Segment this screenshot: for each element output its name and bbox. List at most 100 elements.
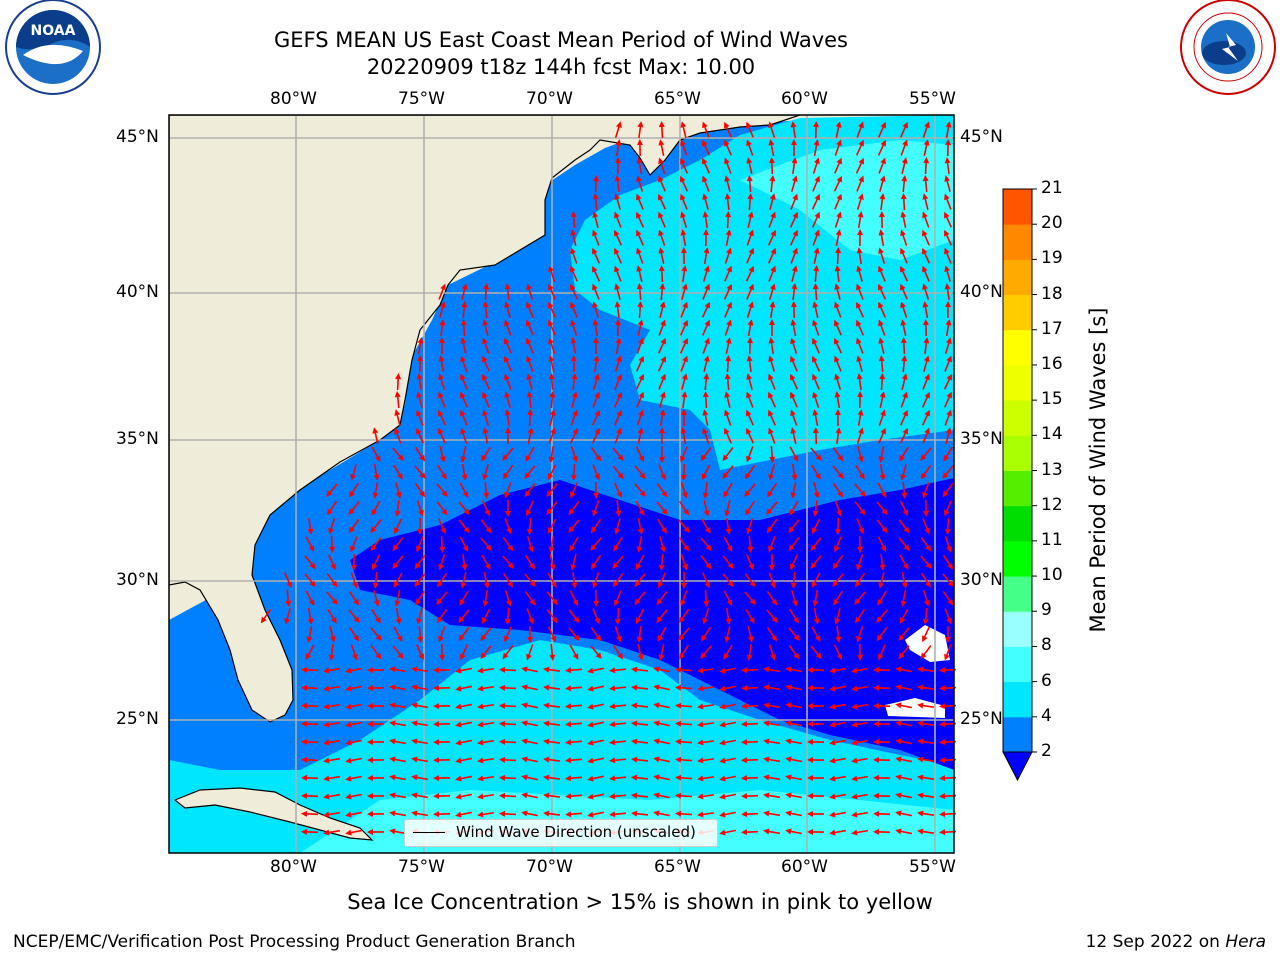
wave-direction-arrow xyxy=(703,589,710,607)
wave-direction-arrow xyxy=(922,518,930,535)
wave-direction-arrow xyxy=(301,666,319,673)
wave-direction-arrow xyxy=(725,607,732,625)
wave-direction-arrow xyxy=(812,427,819,445)
colorbar-segment xyxy=(1003,294,1032,331)
wave-direction-arrow xyxy=(455,811,473,818)
wave-direction-arrow xyxy=(768,553,775,571)
wave-direction-arrow xyxy=(524,573,536,587)
wave-direction-arrow xyxy=(900,139,908,156)
wave-direction-arrow xyxy=(791,157,798,175)
wave-direction-arrow xyxy=(587,667,604,674)
wave-direction-arrow xyxy=(570,229,577,246)
wave-direction-arrow xyxy=(389,828,407,835)
wave-direction-arrow xyxy=(702,283,710,300)
wave-direction-arrow xyxy=(856,193,864,210)
wave-direction-arrow xyxy=(590,447,602,462)
wave-direction-arrow xyxy=(416,373,423,391)
wave-direction-arrow xyxy=(504,355,513,372)
wave-direction-arrow xyxy=(367,685,385,692)
wave-direction-arrow xyxy=(565,811,583,818)
wave-direction-arrow xyxy=(614,355,622,372)
wave-direction-arrow xyxy=(835,427,842,445)
map-frame xyxy=(168,114,955,854)
wave-direction-arrow xyxy=(301,702,319,709)
wave-direction-arrow xyxy=(438,427,446,444)
wave-direction-arrow xyxy=(417,355,424,373)
wave-direction-arrow xyxy=(835,121,842,138)
wave-direction-arrow xyxy=(723,536,733,552)
wave-direction-arrow xyxy=(747,319,754,337)
wave-direction-arrow xyxy=(812,499,819,517)
wave-direction-arrow xyxy=(568,627,580,641)
wave-direction-arrow xyxy=(719,775,736,782)
wave-direction-arrow xyxy=(791,265,798,282)
wave-direction-arrow xyxy=(480,537,492,551)
wave-direction-arrow xyxy=(609,757,627,764)
wave-direction-arrow xyxy=(807,774,825,781)
wave-direction-arrow xyxy=(549,643,556,661)
wave-direction-arrow xyxy=(829,793,847,800)
wave-direction-arrow xyxy=(855,139,864,156)
wave-direction-arrow xyxy=(857,535,864,553)
wave-direction-arrow xyxy=(527,409,534,427)
wave-direction-arrow xyxy=(878,572,885,589)
wave-direction-arrow xyxy=(790,247,798,264)
wave-direction-arrow xyxy=(898,537,910,551)
wave-direction-arrow xyxy=(769,301,776,319)
wave-direction-arrow xyxy=(945,319,952,337)
wave-direction-arrow xyxy=(565,793,583,800)
wave-direction-arrow xyxy=(326,573,338,588)
wave-direction-arrow xyxy=(724,157,732,174)
wave-direction-arrow xyxy=(483,283,490,301)
wave-direction-arrow xyxy=(499,720,517,727)
legend-line-icon xyxy=(413,832,445,833)
wave-direction-arrow xyxy=(746,427,755,444)
wave-direction-arrow xyxy=(636,355,644,372)
wave-direction-arrow xyxy=(345,739,363,746)
wave-direction-arrow xyxy=(879,463,886,481)
wave-direction-arrow xyxy=(502,555,514,569)
wave-direction-arrow xyxy=(372,427,379,444)
wave-direction-arrow xyxy=(768,391,777,408)
wave-direction-arrow xyxy=(524,483,536,498)
wave-direction-arrow xyxy=(741,667,759,674)
wave-direction-arrow xyxy=(767,229,776,246)
wave-direction-arrow xyxy=(565,757,583,764)
wave-direction-arrow xyxy=(675,720,693,727)
wave-direction-arrow xyxy=(480,645,492,660)
wave-direction-arrow xyxy=(653,684,670,691)
wave-direction-arrow xyxy=(458,501,470,516)
wave-direction-arrow xyxy=(851,775,869,782)
wave-direction-arrow xyxy=(637,644,644,661)
wave-direction-arrow xyxy=(499,756,517,763)
wave-direction-arrow xyxy=(565,721,583,728)
wave-direction-arrow xyxy=(812,229,820,246)
wave-direction-arrow xyxy=(323,829,341,836)
wave-direction-arrow xyxy=(481,500,490,517)
wave-direction-arrow xyxy=(725,355,732,373)
wave-direction-arrow xyxy=(945,427,952,444)
wave-direction-arrow xyxy=(768,464,776,481)
wave-direction-arrow xyxy=(301,738,319,745)
wave-direction-arrow xyxy=(636,229,644,246)
lon-label-top: 65°W xyxy=(654,89,701,109)
wave-direction-arrow xyxy=(678,500,689,516)
lon-label-top: 70°W xyxy=(526,89,573,109)
wave-direction-arrow xyxy=(851,685,869,692)
wave-direction-arrow xyxy=(416,409,424,426)
wave-direction-arrow xyxy=(675,684,693,691)
wave-direction-arrow xyxy=(370,537,382,552)
wave-direction-arrow xyxy=(547,464,557,481)
wave-direction-arrow xyxy=(415,644,424,661)
wave-direction-arrow xyxy=(723,590,733,606)
wave-direction-arrow xyxy=(719,811,736,818)
wave-direction-arrow xyxy=(614,373,622,390)
wave-direction-arrow xyxy=(372,481,379,499)
wave-direction-arrow xyxy=(458,627,470,642)
wave-direction-arrow xyxy=(438,391,446,408)
wave-direction-arrow xyxy=(724,319,732,336)
lon-label-top: 80°W xyxy=(270,89,317,109)
wave-direction-arrow xyxy=(899,121,908,138)
wave-direction-arrow xyxy=(653,774,670,781)
wave-direction-arrow xyxy=(697,757,715,764)
